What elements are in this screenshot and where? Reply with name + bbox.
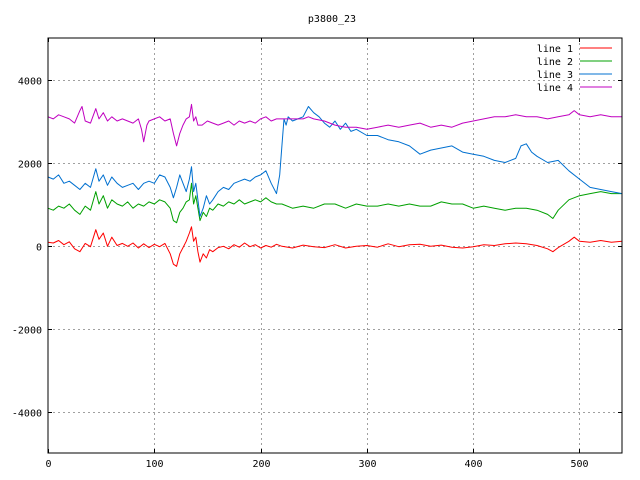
series-line [47, 226, 623, 267]
y-tick-label: 0 [36, 243, 42, 254]
legend-label: line 3 [537, 70, 573, 81]
x-tick-label: 300 [358, 459, 376, 470]
x-tick-label: 0 [45, 459, 51, 470]
series-line [47, 103, 622, 147]
y-tick-label: 4000 [18, 77, 42, 88]
y-tick-label: 2000 [18, 160, 42, 171]
x-tick-label: 100 [145, 459, 163, 470]
series-line [47, 182, 622, 224]
legend-label: line 1 [537, 44, 573, 55]
x-tick-label: 200 [252, 459, 270, 470]
axis-ticks: 0 100 200 300 400 500 -4000 -2000 0 2000 4000 [12, 38, 622, 470]
grid-lines [48, 38, 622, 453]
legend-label: line 2 [537, 57, 573, 68]
x-tick-label: 400 [464, 459, 482, 470]
legend-label: line 4 [537, 83, 573, 94]
legend: line 1 line 2 line 3 line 4 [537, 44, 612, 94]
series-line [47, 106, 623, 217]
x-tick-label: 500 [570, 459, 588, 470]
series-lines [47, 103, 623, 267]
plot-frame [47, 37, 623, 454]
y-tick-label: -4000 [12, 409, 42, 420]
y-tick-label: -2000 [12, 326, 42, 337]
chart-title: p3800_23 [308, 14, 356, 25]
